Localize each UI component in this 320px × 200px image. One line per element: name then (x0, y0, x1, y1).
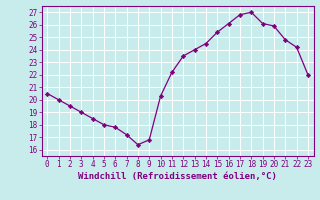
X-axis label: Windchill (Refroidissement éolien,°C): Windchill (Refroidissement éolien,°C) (78, 172, 277, 181)
